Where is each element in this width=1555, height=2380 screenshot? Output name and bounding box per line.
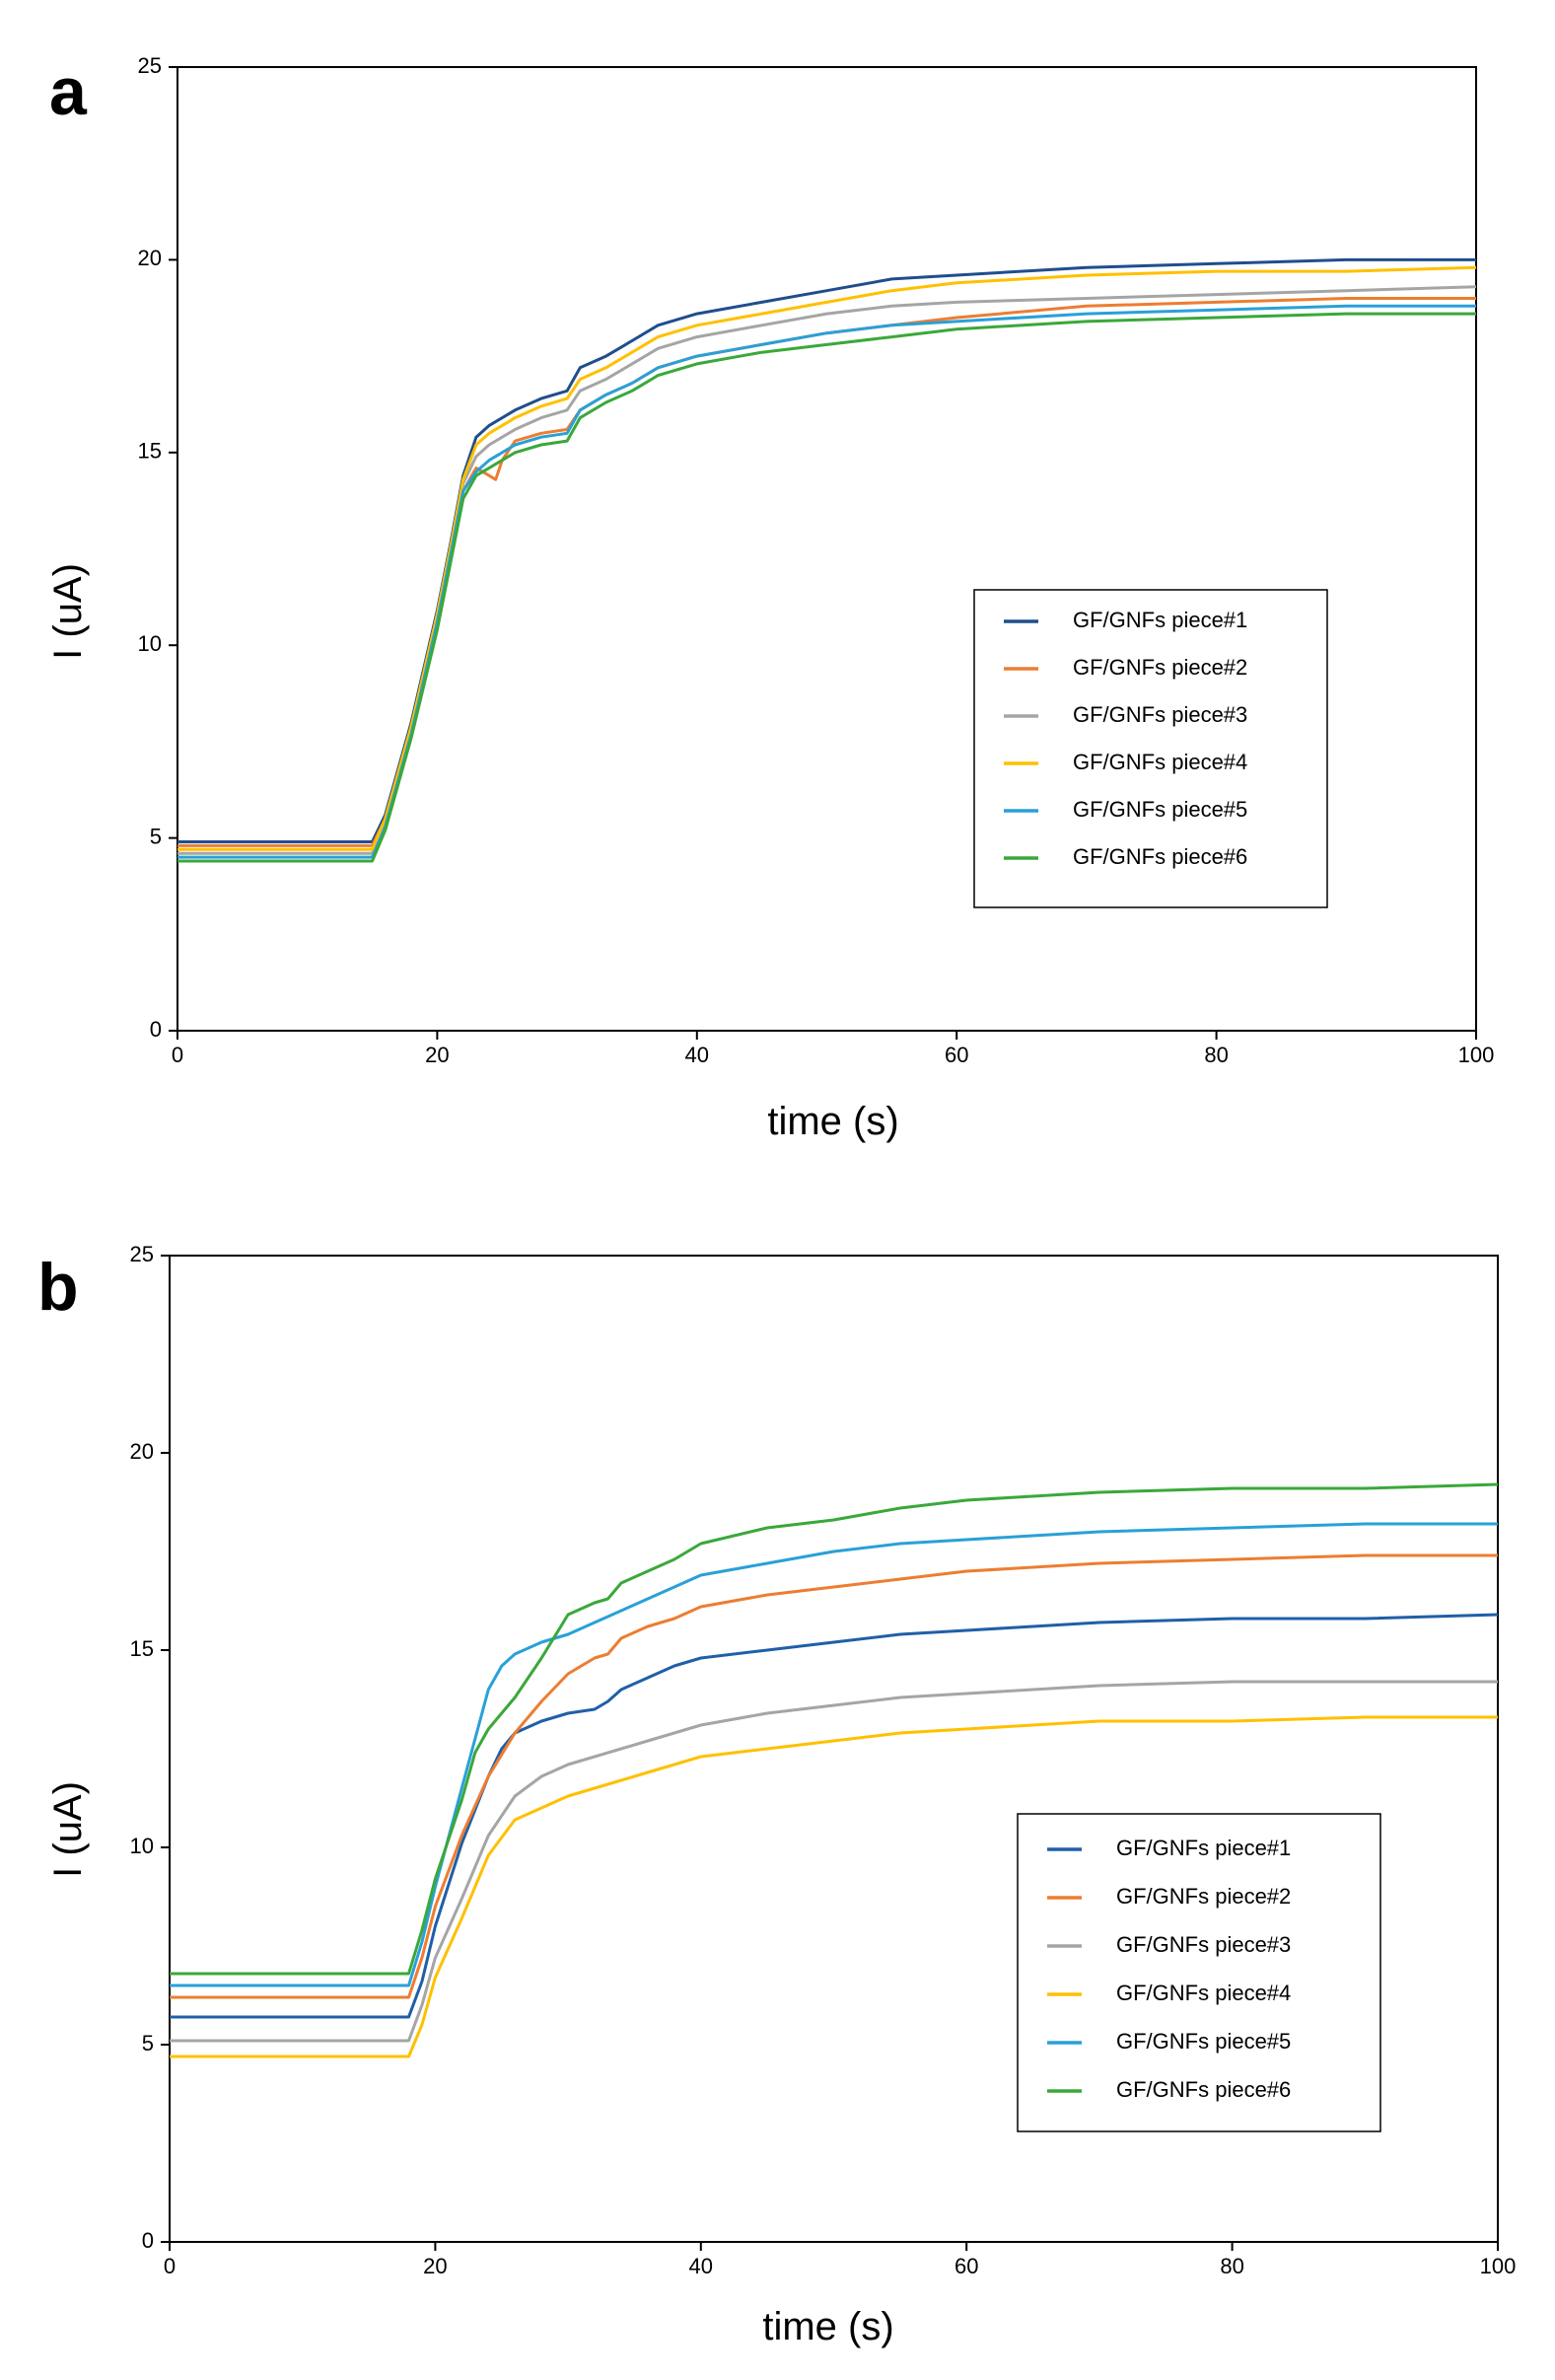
x-tick-label: 80: [1220, 2254, 1243, 2278]
legend-label-piece-2: GF/GNFs piece#2: [1116, 1884, 1291, 1909]
x-axis-title: time (s): [767, 1100, 898, 1143]
panel-a: a 0 5 10 15 20 25 0 20 40 60 80 100 time (s) I (uA) GF/…: [46, 53, 1494, 1143]
legend-label-piece-3: GF/GNFs piece#3: [1073, 702, 1247, 727]
series-line-piece-5: [177, 304, 1476, 859]
y-axis-title: I (uA): [46, 1781, 90, 1878]
panel-letter: a: [49, 54, 88, 129]
series-line-piece-3: [170, 1680, 1498, 2043]
x-tick-label: 20: [423, 2254, 447, 2278]
y-tick-label: 10: [130, 1834, 154, 1858]
y-tick-label: 25: [138, 53, 162, 78]
series-line-piece-6: [170, 1482, 1499, 1976]
legend-label-piece-2: GF/GNFs piece#2: [1073, 655, 1247, 680]
legend-label-piece-5: GF/GNFs piece#5: [1116, 2029, 1291, 2054]
x-axis-title: time (s): [762, 2305, 893, 2348]
x-tick-label: 100: [1458, 1043, 1495, 1067]
series-line-piece-4: [177, 265, 1477, 851]
x-tick-label: 40: [685, 1043, 709, 1067]
y-tick-label: 20: [130, 1439, 154, 1464]
x-tick-label: 0: [164, 2254, 176, 2278]
legend-label-piece-6: GF/GNFs piece#6: [1116, 2077, 1291, 2102]
plot-area-frame: [169, 1255, 1499, 2243]
x-tick-label: 60: [954, 2254, 978, 2278]
y-tick-label: 0: [150, 1017, 162, 1042]
series-line-piece-5: [170, 1522, 1498, 1987]
y-tick-label: 25: [130, 1242, 154, 1266]
y-tick-label: 20: [138, 246, 162, 270]
y-tick-label: 5: [142, 2031, 154, 2055]
x-tick-label: 100: [1480, 2254, 1517, 2278]
legend-label-piece-5: GF/GNFs piece#5: [1073, 797, 1247, 822]
y-tick-label: 10: [138, 631, 162, 656]
legend-label-piece-1: GF/GNFs piece#1: [1116, 1836, 1291, 1860]
y-axis-title: I (uA): [46, 563, 90, 660]
legend-label-piece-3: GF/GNFs piece#3: [1116, 1932, 1291, 1957]
y-tick-label: 15: [130, 1636, 154, 1661]
legend-label-piece-4: GF/GNFs piece#4: [1073, 750, 1247, 774]
x-tick-label: 20: [425, 1043, 449, 1067]
legend-box: [1017, 1813, 1381, 2132]
legend-label-piece-1: GF/GNFs piece#1: [1073, 608, 1247, 632]
panel-b: b 0 5 10 15 20 25 0 20 40 60 80 100 time (s) I (uA) GF/…: [37, 1242, 1516, 2348]
series-line-piece-1: [170, 1613, 1499, 2019]
legend-label-piece-6: GF/GNFs piece#6: [1073, 844, 1247, 869]
y-tick-label: 15: [138, 439, 162, 464]
y-tick-label: 0: [142, 2228, 154, 2253]
x-tick-label: 60: [945, 1043, 968, 1067]
x-tick-label: 40: [689, 2254, 713, 2278]
legend-box: [973, 589, 1328, 908]
y-tick-label: 5: [150, 824, 162, 848]
series-line-piece-6: [177, 312, 1476, 863]
x-tick-label: 80: [1204, 1043, 1228, 1067]
series-line-piece-4: [170, 1715, 1498, 2058]
legend-label-piece-4: GF/GNFs piece#4: [1116, 1981, 1291, 2005]
series-line-piece-2: [170, 1553, 1498, 1999]
x-tick-label: 0: [172, 1043, 183, 1067]
plot-area-frame: [177, 66, 1477, 1032]
panel-letter: b: [37, 1250, 79, 1325]
